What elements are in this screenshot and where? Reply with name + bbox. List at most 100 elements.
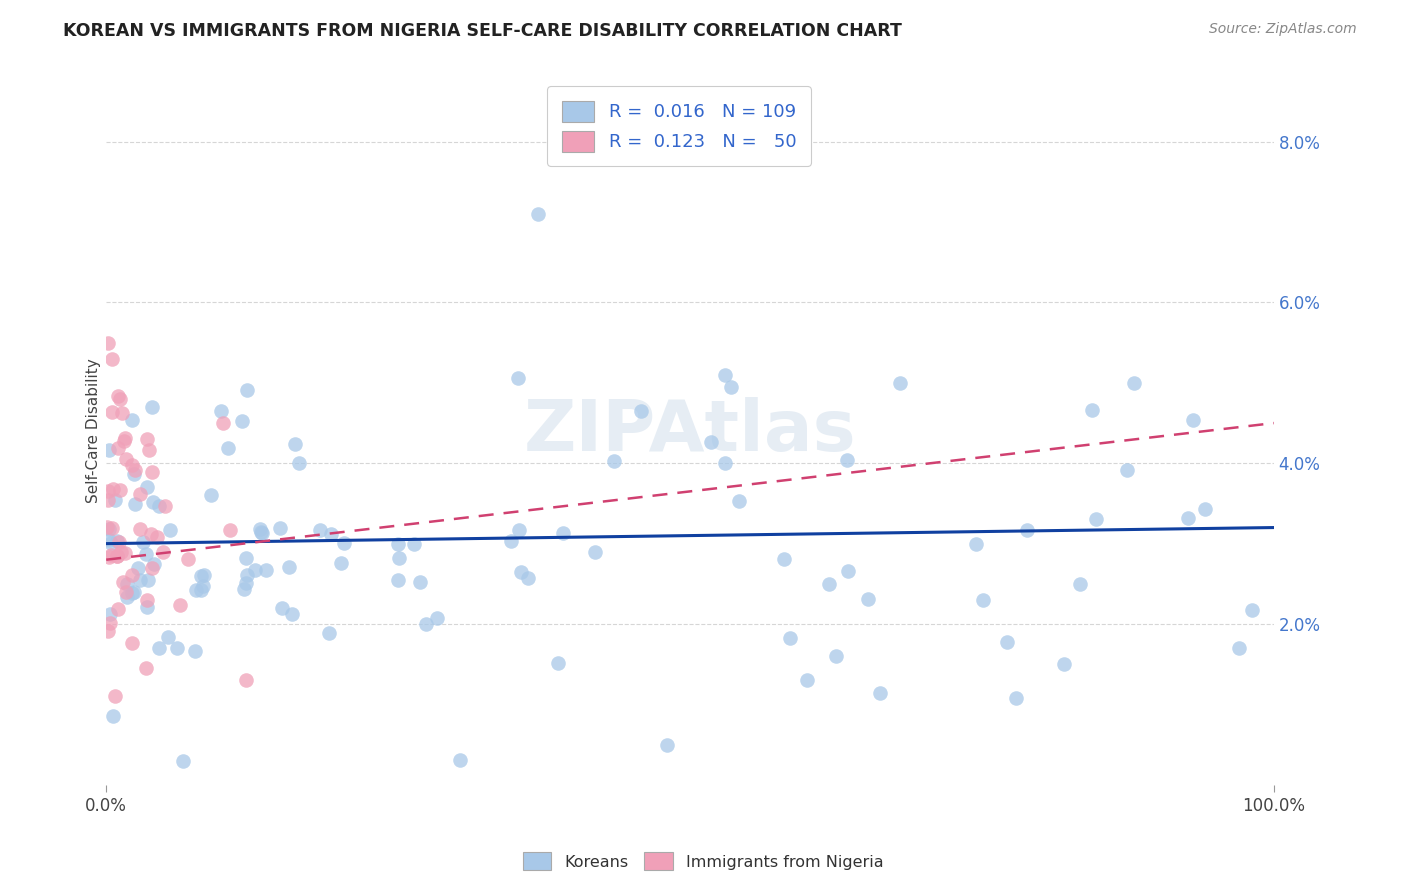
Point bbox=[1116, 463, 1139, 477]
Point bbox=[218, 524, 240, 538]
Point bbox=[425, 611, 447, 625]
Point bbox=[111, 406, 134, 420]
Point bbox=[121, 635, 143, 649]
Point bbox=[387, 550, 409, 565]
Point bbox=[779, 631, 801, 645]
Point bbox=[105, 534, 128, 549]
Point bbox=[141, 465, 163, 479]
Point bbox=[409, 575, 432, 590]
Point bbox=[103, 708, 125, 723]
Point bbox=[1005, 691, 1028, 706]
Point bbox=[506, 370, 529, 384]
Point bbox=[121, 413, 143, 427]
Point bbox=[107, 389, 129, 403]
Point bbox=[100, 405, 122, 419]
Point bbox=[136, 593, 159, 607]
Point bbox=[107, 441, 129, 455]
Point bbox=[135, 547, 157, 561]
Point bbox=[319, 527, 342, 541]
Point bbox=[212, 416, 235, 430]
Point bbox=[1122, 376, 1144, 390]
Point bbox=[249, 522, 271, 536]
Legend: Koreans, Immigrants from Nigeria: Koreans, Immigrants from Nigeria bbox=[516, 846, 890, 877]
Point bbox=[142, 495, 165, 509]
Point bbox=[155, 499, 177, 513]
Point bbox=[141, 560, 163, 574]
Point bbox=[148, 640, 170, 655]
Point bbox=[108, 534, 131, 549]
Point bbox=[869, 686, 891, 700]
Point bbox=[121, 586, 143, 600]
Point bbox=[1194, 502, 1216, 516]
Point bbox=[104, 690, 127, 704]
Point bbox=[97, 335, 120, 350]
Text: ZIPAtlas: ZIPAtlas bbox=[523, 397, 856, 466]
Point bbox=[101, 351, 124, 366]
Point bbox=[387, 537, 409, 551]
Point bbox=[124, 497, 146, 511]
Point bbox=[127, 561, 149, 575]
Point bbox=[630, 404, 652, 418]
Point bbox=[110, 392, 132, 406]
Point bbox=[191, 579, 214, 593]
Point bbox=[415, 616, 437, 631]
Point bbox=[217, 441, 239, 455]
Point bbox=[143, 558, 166, 572]
Point bbox=[105, 549, 128, 563]
Point bbox=[172, 754, 194, 768]
Point bbox=[700, 435, 723, 450]
Point bbox=[510, 566, 533, 580]
Text: KOREAN VS IMMIGRANTS FROM NIGERIA SELF-CARE DISABILITY CORRELATION CHART: KOREAN VS IMMIGRANTS FROM NIGERIA SELF-C… bbox=[63, 22, 903, 40]
Point bbox=[117, 591, 139, 605]
Point bbox=[236, 383, 259, 397]
Point bbox=[387, 574, 409, 588]
Point bbox=[124, 467, 146, 481]
Y-axis label: Self-Care Disability: Self-Care Disability bbox=[86, 359, 101, 503]
Point bbox=[243, 563, 266, 577]
Point bbox=[583, 545, 606, 559]
Point bbox=[107, 601, 129, 615]
Point bbox=[141, 527, 163, 541]
Point bbox=[547, 657, 569, 671]
Point bbox=[190, 569, 212, 583]
Point bbox=[148, 499, 170, 513]
Point bbox=[1177, 510, 1199, 524]
Point bbox=[553, 526, 575, 541]
Point bbox=[404, 537, 426, 551]
Point bbox=[136, 432, 159, 446]
Point bbox=[98, 607, 121, 621]
Point bbox=[284, 436, 307, 450]
Point bbox=[136, 573, 159, 587]
Point bbox=[972, 592, 994, 607]
Point bbox=[122, 584, 145, 599]
Point bbox=[98, 550, 121, 565]
Point bbox=[1227, 641, 1250, 656]
Point bbox=[1085, 512, 1108, 526]
Point bbox=[720, 380, 742, 394]
Point bbox=[837, 452, 859, 467]
Point bbox=[1080, 402, 1102, 417]
Point bbox=[111, 575, 134, 590]
Point bbox=[101, 520, 124, 534]
Point bbox=[129, 522, 152, 536]
Point bbox=[278, 559, 301, 574]
Point bbox=[330, 556, 353, 570]
Point bbox=[135, 599, 157, 614]
Point bbox=[98, 615, 121, 630]
Point bbox=[449, 752, 471, 766]
Point bbox=[100, 535, 122, 549]
Text: Source: ZipAtlas.com: Source: ZipAtlas.com bbox=[1209, 22, 1357, 37]
Point bbox=[115, 584, 138, 599]
Point bbox=[1182, 413, 1205, 427]
Point bbox=[728, 493, 751, 508]
Point bbox=[889, 376, 911, 390]
Point bbox=[1053, 657, 1076, 672]
Point bbox=[121, 567, 143, 582]
Point bbox=[856, 591, 879, 606]
Point bbox=[603, 454, 626, 468]
Point bbox=[129, 573, 152, 587]
Point bbox=[97, 522, 120, 536]
Point bbox=[115, 576, 138, 591]
Point bbox=[184, 644, 207, 658]
Point bbox=[527, 207, 550, 221]
